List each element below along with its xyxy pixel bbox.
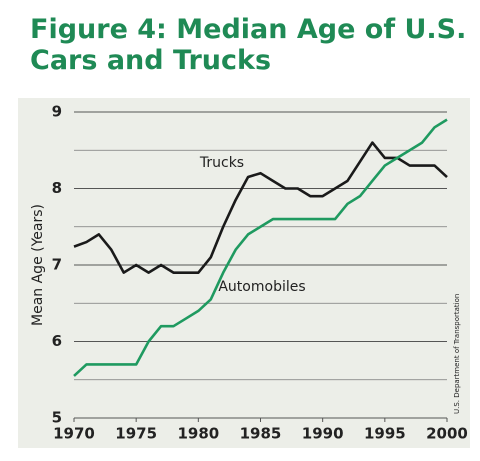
y-tick-label: 6 <box>52 332 62 350</box>
series-line <box>73 118 448 377</box>
x-tick-label: 1990 <box>302 425 344 443</box>
y-tick-label: 8 <box>52 179 62 197</box>
y-tick-label: 9 <box>52 103 62 121</box>
x-tick-label: 1975 <box>115 425 157 443</box>
x-tick-label: 1970 <box>53 425 95 443</box>
x-tick-label: 2000 <box>426 425 468 443</box>
panel <box>18 98 470 448</box>
y-axis-label: Mean Age (Years) <box>30 204 46 326</box>
x-tick-label: 1985 <box>240 425 282 443</box>
series-label: Automobiles <box>218 279 305 295</box>
source-note: U.S. Department of Transportation <box>453 294 461 414</box>
y-tick-label: 5 <box>52 409 62 427</box>
x-tick-label: 1980 <box>177 425 219 443</box>
x-tick-label: 1995 <box>364 425 406 443</box>
series-line <box>73 141 448 274</box>
y-tick-label: 7 <box>52 256 62 274</box>
chart-title: Figure 4: Median Age of U.S. Cars and Tr… <box>30 14 467 76</box>
series-label: Trucks <box>199 155 244 171</box>
